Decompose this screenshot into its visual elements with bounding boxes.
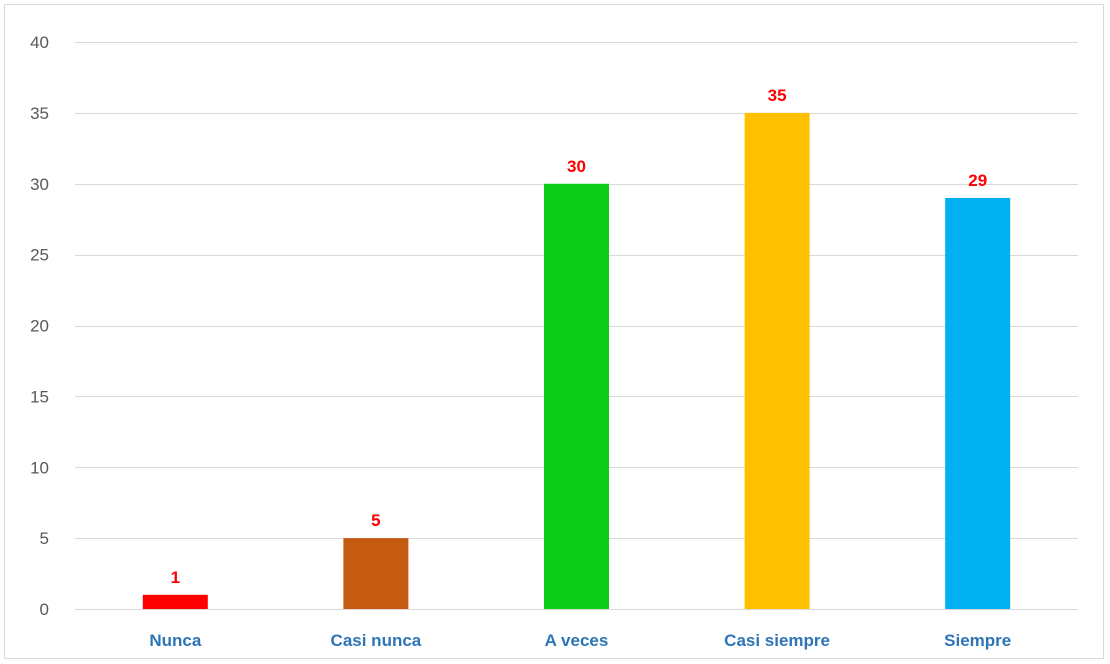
bar xyxy=(343,538,409,609)
y-tick-label: 40 xyxy=(30,33,49,52)
data-label: 35 xyxy=(768,86,787,105)
y-tick-label: 10 xyxy=(30,458,49,477)
bar xyxy=(945,197,1011,610)
y-tick-label: 0 xyxy=(40,600,49,619)
x-tick-label: Casi siempre xyxy=(724,631,830,650)
x-tick-label: A veces xyxy=(545,631,609,650)
y-tick-label: 15 xyxy=(30,387,49,406)
data-label: 1 xyxy=(171,568,180,587)
bar xyxy=(142,594,208,609)
x-axis-tick-labels: Nunca Casi nunca A veces Casi siempre Siempr… xyxy=(149,631,1011,650)
y-axis-tick-labels: 0 5 10 15 20 25 30 35 40 xyxy=(30,33,49,619)
data-label: 5 xyxy=(371,511,380,530)
data-labels: 1 5 30 35 29 xyxy=(171,86,988,587)
bar xyxy=(544,183,609,609)
x-tick-label: Nunca xyxy=(149,631,202,650)
y-tick-label: 35 xyxy=(30,104,49,123)
x-tick-label: Casi nunca xyxy=(331,631,422,650)
y-tick-label: 20 xyxy=(30,317,49,336)
bars xyxy=(142,112,1011,610)
y-tick-label: 30 xyxy=(30,175,49,194)
bar xyxy=(744,112,810,609)
x-tick-label: Siempre xyxy=(944,631,1011,650)
y-tick-label: 25 xyxy=(30,246,49,265)
y-tick-label: 5 xyxy=(40,529,49,548)
data-label: 30 xyxy=(567,157,586,176)
data-label: 29 xyxy=(968,171,987,190)
